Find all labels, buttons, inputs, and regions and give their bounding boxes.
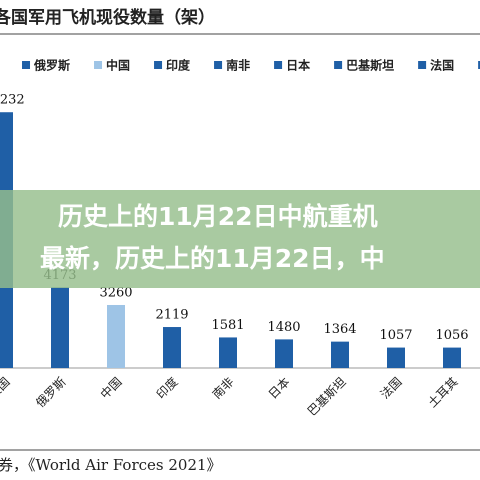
legend-label: 法国 <box>430 58 454 73</box>
bar <box>331 341 349 368</box>
overlay: 历史上的11月22日中航重机 最新，历史上的11月22日，中 <box>0 190 480 288</box>
value-label: 1480 <box>267 320 300 335</box>
overlay-band <box>0 190 480 288</box>
legend-label: 巴基斯坦 <box>346 58 394 73</box>
bar <box>219 337 237 368</box>
legend-swatch <box>334 61 343 69</box>
bar <box>275 339 293 368</box>
bar <box>387 347 405 368</box>
legend-swatch <box>94 61 103 69</box>
value-label: 2119 <box>155 308 188 323</box>
value-label: 1056 <box>435 328 468 343</box>
legend-swatch <box>274 61 283 69</box>
bar <box>51 287 69 368</box>
legend-swatch <box>418 61 427 69</box>
legend-swatch <box>22 61 31 69</box>
source-note: 券，《World Air Forces 2021》 <box>0 456 222 474</box>
bar <box>107 304 125 368</box>
bar <box>443 347 461 368</box>
legend-swatch <box>214 61 223 69</box>
legend-label: 印度 <box>166 58 191 73</box>
value-label: 3260 <box>99 285 132 300</box>
legend-label: 南非 <box>226 58 250 73</box>
value-label: 1057 <box>379 328 412 343</box>
value-label: 1364 <box>323 322 356 337</box>
value-label: 13232 <box>0 93 25 108</box>
bar <box>163 327 181 368</box>
chart-title: 全球各国军用飞机现役数量（架） <box>0 7 215 28</box>
legend-swatch <box>478 61 480 69</box>
legend-label: 日本 <box>286 58 310 73</box>
legend-label: 中国 <box>106 58 130 73</box>
legend-label: 俄罗斯 <box>33 58 70 73</box>
headline-line: 最新，历史上的11月22日，中 <box>40 244 385 273</box>
value-label: 1581 <box>211 318 244 333</box>
headline-line: 历史上的11月22日中航重机 <box>58 202 378 231</box>
legend-swatch <box>154 61 163 69</box>
